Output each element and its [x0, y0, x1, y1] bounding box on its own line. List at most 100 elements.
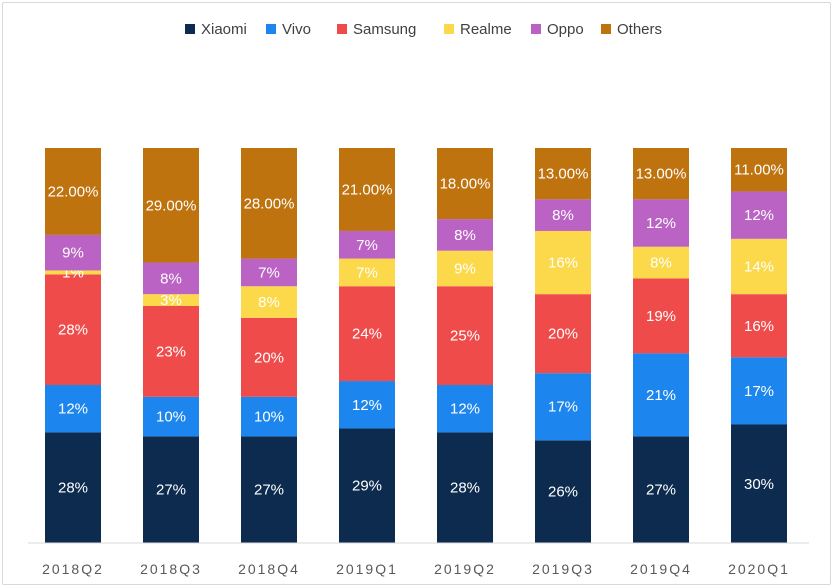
bar-segment-samsung-2019q4	[633, 278, 689, 354]
bar-group-2019q3: 26% 17% 20% 16% 8% 13.00%	[535, 148, 591, 543]
bar-segment-oppo-2020q1	[731, 191, 787, 239]
legend-item-samsung: Samsung	[337, 21, 416, 38]
bar-segment-oppo-2018q2	[45, 234, 101, 271]
x-tick-label: 2020Q1	[728, 561, 790, 577]
data-label-others-2020q1: 11.00%	[734, 162, 784, 179]
data-label-vivo-2018q3: 10%	[156, 409, 186, 426]
plot-area: 28%12%28%1%9%22.00%27%10%23%3%8%29.00%27…	[45, 148, 787, 543]
legend-item-realme: Realme	[444, 21, 512, 38]
bar-segment-xiaomi-2019q1	[339, 428, 395, 543]
bar-segment-realme-2019q1	[339, 258, 395, 287]
data-label-realme-2019q3: 16%	[548, 255, 578, 272]
bar-segment-others-2019q3	[535, 148, 591, 200]
data-label-xiaomi-2019q1: 29%	[352, 478, 382, 495]
data-label-realme-2018q3: 3%	[160, 292, 182, 309]
bar-segment-vivo-2019q2	[437, 385, 493, 433]
data-label-realme-2019q1: 7%	[356, 264, 378, 281]
data-label-others-2018q2: 22.00%	[48, 183, 99, 200]
legend-item-others: Others	[601, 21, 662, 38]
bar-segment-oppo-2018q3	[143, 262, 199, 295]
bar-segment-realme-2019q2	[437, 250, 493, 287]
legend-swatch	[185, 24, 195, 34]
legend-swatch	[337, 24, 347, 34]
data-label-xiaomi-2020q1: 30%	[744, 476, 774, 493]
bar-segment-samsung-2018q3	[143, 306, 199, 397]
bar-segment-realme-2018q2	[45, 270, 101, 275]
x-tick-label: 2019Q2	[434, 561, 496, 577]
legend-swatch	[444, 24, 454, 34]
legend-label: Xiaomi	[201, 21, 247, 38]
data-label-oppo-2018q2: 9%	[62, 245, 84, 262]
data-label-oppo-2018q4: 7%	[258, 264, 280, 281]
bar-group-2019q4: 27% 21% 19% 8% 12% 13.00%	[633, 148, 689, 543]
data-label-samsung-2019q3: 20%	[548, 326, 578, 343]
bar-segment-xiaomi-2019q3	[535, 440, 591, 543]
legend: Xiaomi Vivo Samsung Realme Oppo Others	[185, 21, 662, 38]
x-tick-label: 2018Q3	[140, 561, 202, 577]
bar-group-2018q2: 28%12%28%1%9%22.00%	[45, 148, 101, 543]
bar-segment-others-2020q1	[731, 148, 787, 192]
x-tick-label: 2019Q1	[336, 561, 398, 577]
data-label-realme-2019q2: 9%	[454, 260, 476, 277]
bar-segment-samsung-2019q2	[437, 286, 493, 385]
data-label-others-2018q4: 28.00%	[244, 195, 295, 212]
bar-segment-xiaomi-2019q4	[633, 436, 689, 543]
legend-item-xiaomi: Xiaomi	[185, 21, 247, 38]
bar-segment-oppo-2019q3	[535, 199, 591, 231]
bar-segment-others-2019q2	[437, 148, 493, 220]
bar-segment-xiaomi-2018q2	[45, 432, 101, 543]
data-label-realme-2020q1: 14%	[744, 259, 774, 276]
data-label-oppo-2020q1: 12%	[744, 207, 774, 224]
bar-group-2020q1: 30% 17% 16% 14% 12% 11.00%	[731, 148, 787, 543]
bar-segment-xiaomi-2018q4	[241, 436, 297, 543]
data-label-realme-2018q4: 8%	[258, 294, 280, 311]
data-label-oppo-2019q2: 8%	[454, 227, 476, 244]
data-label-vivo-2018q2: 12%	[58, 401, 88, 418]
data-label-realme-2019q4: 8%	[650, 255, 672, 272]
bar-segment-others-2018q2	[45, 148, 101, 235]
bar-segment-samsung-2020q1	[731, 294, 787, 358]
bar-group-2018q3: 27% 10% 23% 3% 8% 29.00%	[143, 148, 199, 543]
bar-segment-xiaomi-2020q1	[731, 424, 787, 543]
data-label-others-2019q4: 13.00%	[636, 166, 687, 183]
data-label-oppo-2019q3: 8%	[552, 207, 574, 224]
x-axis-ticks: 2018Q2 2018Q3 2018Q4 2019Q1 2019Q2 2019Q3 2019…	[42, 561, 790, 577]
x-tick-label: 2019Q4	[630, 561, 692, 577]
bar-segment-vivo-2018q4	[241, 396, 297, 437]
bar-segment-realme-2018q3	[143, 294, 199, 306]
data-label-xiaomi-2018q2: 28%	[58, 480, 88, 497]
data-label-samsung-2018q3: 23%	[156, 343, 186, 360]
bar-segment-xiaomi-2018q3	[143, 436, 199, 543]
legend-label: Oppo	[547, 21, 584, 38]
bar-segment-samsung-2018q2	[45, 274, 101, 385]
legend-swatch	[601, 24, 611, 34]
bar-group-2019q2: 28% 12% 25% 9% 8% 18.00%	[437, 148, 493, 543]
data-label-xiaomi-2019q3: 26%	[548, 484, 578, 501]
x-tick-label: 2018Q4	[238, 561, 300, 577]
data-label-vivo-2019q2: 12%	[450, 401, 480, 418]
legend-label: Others	[617, 21, 662, 38]
legend-label: Samsung	[353, 21, 416, 38]
data-label-samsung-2019q4: 19%	[646, 308, 676, 325]
data-label-xiaomi-2019q4: 27%	[646, 482, 676, 499]
legend-label: Vivo	[282, 21, 311, 38]
data-label-xiaomi-2018q3: 27%	[156, 482, 186, 499]
data-label-others-2019q3: 13.00%	[538, 166, 589, 183]
data-label-oppo-2019q4: 12%	[646, 215, 676, 232]
bar-segment-oppo-2019q1	[339, 230, 395, 259]
bar-segment-oppo-2019q4	[633, 199, 689, 247]
legend-label: Realme	[460, 21, 512, 38]
bar-segment-vivo-2019q4	[633, 353, 689, 437]
data-label-samsung-2019q1: 24%	[352, 326, 382, 343]
data-label-others-2019q1: 21.00%	[342, 181, 393, 198]
legend-item-oppo: Oppo	[531, 21, 584, 38]
data-label-vivo-2019q3: 17%	[548, 399, 578, 416]
bar-segment-vivo-2019q3	[535, 373, 591, 441]
data-label-vivo-2018q4: 10%	[254, 409, 284, 426]
bar-segment-realme-2018q4	[241, 286, 297, 318]
data-label-oppo-2018q3: 8%	[160, 270, 182, 287]
legend-swatch	[531, 24, 541, 34]
bar-segment-samsung-2019q1	[339, 286, 395, 382]
bar-segment-vivo-2018q2	[45, 385, 101, 433]
